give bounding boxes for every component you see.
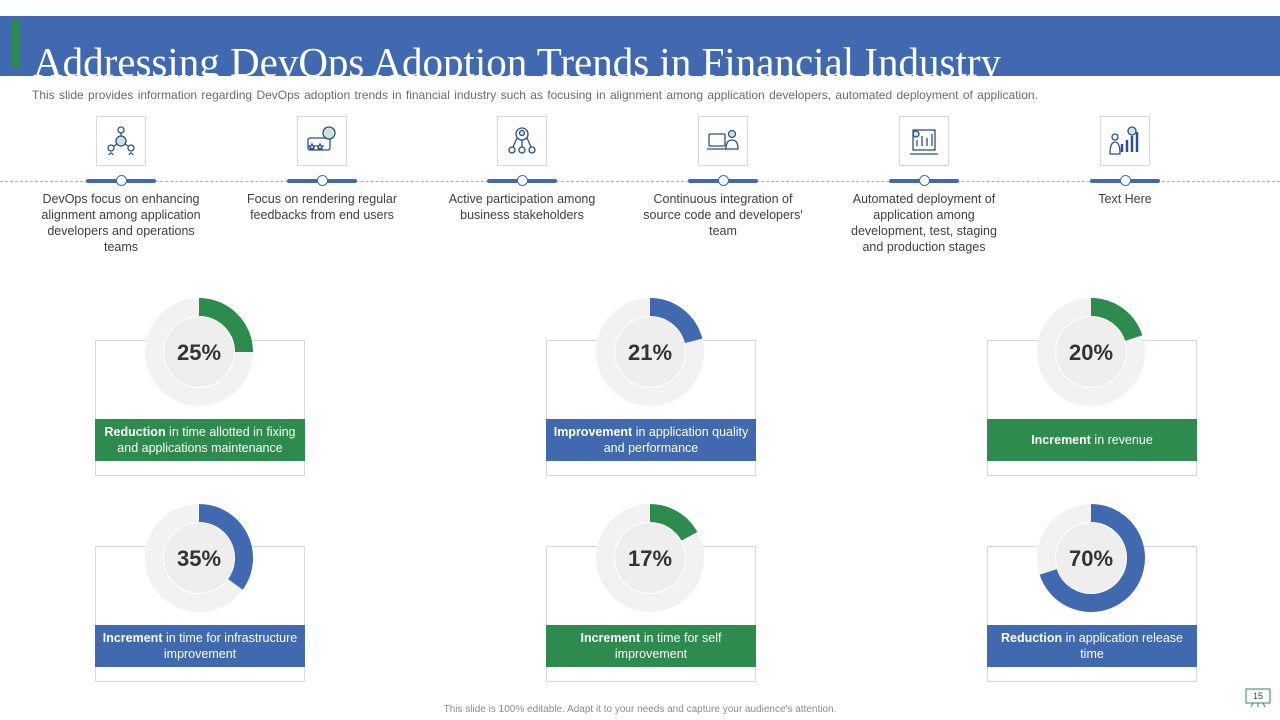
deployment-chart-icon	[899, 116, 949, 166]
step-text: Continuous integration of source code an…	[643, 192, 803, 238]
donut-center	[615, 317, 685, 387]
donut-value-label: 25%	[177, 340, 221, 365]
donut-chart: 35%	[145, 504, 253, 612]
kpi-card: Reduction in time allotted in fixing and…	[95, 340, 305, 476]
page-number-badge: 15	[1245, 688, 1271, 708]
donut-center	[164, 523, 234, 593]
step-text: Automated deployment of application amon…	[851, 192, 997, 254]
timeline-dot	[116, 175, 127, 186]
donut-center	[1056, 317, 1126, 387]
donut-value-label: 20%	[1069, 340, 1113, 365]
kpi-label-bold: Increment	[102, 631, 163, 645]
donut-center	[1056, 523, 1126, 593]
timeline-dot	[919, 175, 930, 186]
kpi-label-text: in application quality and performance	[603, 425, 749, 455]
kpi-label: Increment in time for self improvement	[546, 625, 756, 667]
donut-value-label: 35%	[177, 546, 221, 571]
kpi-label: Increment in revenue	[987, 419, 1197, 461]
donut-value-label: 70%	[1069, 546, 1113, 571]
step-text: DevOps focus on enhancing alignment amon…	[41, 192, 201, 254]
kpi-label-bold: Reduction	[104, 425, 166, 439]
kpi-label-text: in revenue	[1090, 433, 1153, 447]
donut-chart: 21%	[596, 298, 704, 406]
kpi-label: Improvement in application quality and p…	[546, 419, 756, 461]
donut-chart: 70%	[1037, 504, 1145, 612]
step-text: Focus on rendering regular feedbacks fro…	[246, 192, 398, 222]
donut-segment	[1090, 298, 1143, 342]
donut-chart: 25%	[145, 298, 253, 406]
timeline-dot	[317, 175, 328, 186]
donut-segment	[198, 504, 253, 590]
kpi-label-text: in time for infrastructure improvement	[162, 631, 298, 661]
donut-value-label: 21%	[628, 340, 672, 365]
timeline-dot	[517, 175, 528, 186]
kpi-label-text: in time for self improvement	[614, 631, 722, 661]
donut-segment	[198, 298, 253, 353]
kpi-label-bold: Improvement	[553, 425, 633, 439]
kpi-label-text: in time allotted in fixing and applicati…	[117, 425, 296, 455]
kpi-label: Reduction in time allotted in fixing and…	[95, 419, 305, 461]
donut-segment	[649, 298, 703, 344]
slide-description: This slide provides information regardin…	[32, 88, 1038, 102]
donut-chart: 20%	[1037, 298, 1145, 406]
page-number: 15	[1253, 691, 1263, 701]
step-text: Active participation among business stak…	[448, 192, 596, 222]
donut-center	[164, 317, 234, 387]
team-network-icon	[96, 116, 146, 166]
donut-segment	[1039, 504, 1145, 612]
timeline-dot	[1120, 175, 1131, 186]
donut-chart: 17%	[596, 504, 704, 612]
donut-center	[615, 523, 685, 593]
donut-value-label: 17%	[628, 546, 672, 571]
timeline-dot	[718, 175, 729, 186]
page-title: Addressing DevOps Adoption Trends in Fin…	[33, 39, 1002, 85]
timeline-line	[0, 181, 1280, 182]
developer-computer-icon	[698, 116, 748, 166]
kpi-label-text: in application release time	[1062, 631, 1184, 661]
kpi-label-bold: Reduction	[1000, 631, 1063, 645]
title-bar: Addressing DevOps Adoption Trends in Fin…	[0, 16, 1280, 85]
kpi-label-bold: Increment	[1031, 433, 1091, 447]
kpi-label: Reduction in application release time	[987, 625, 1197, 667]
kpi-label-bold: Increment	[580, 631, 641, 645]
title-accent	[11, 19, 19, 67]
kpi-label: Increment in time for infrastructure imp…	[95, 625, 305, 667]
footer-note: This slide is 100% editable. Adapt it to…	[443, 704, 837, 715]
growth-presenter-icon	[1100, 116, 1150, 166]
step-text: Text Here	[1098, 192, 1152, 206]
feedback-rating-icon	[297, 116, 347, 166]
donut-segment	[649, 504, 698, 542]
stakeholder-network-icon	[497, 116, 547, 166]
